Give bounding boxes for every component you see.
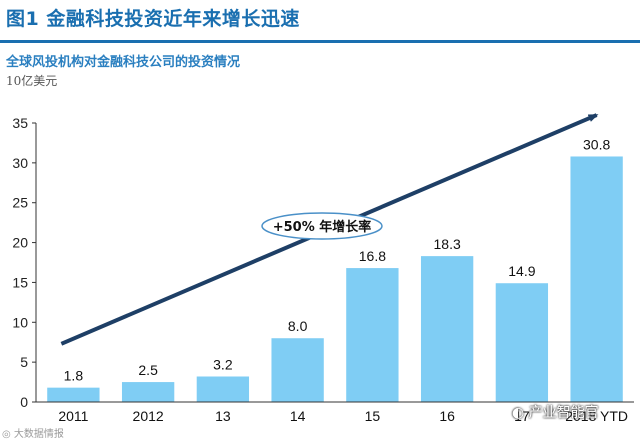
value-label: 30.8 <box>583 136 610 152</box>
bar <box>47 387 100 402</box>
value-label: 2.5 <box>138 362 158 378</box>
growth-rate-ellipse <box>261 212 383 240</box>
bar <box>121 382 175 402</box>
growth-rate-annotation: +50% 年增长率 <box>273 219 372 235</box>
eye-icon: ◎ <box>2 429 11 440</box>
x-tick-label: 14 <box>290 408 306 424</box>
bar <box>196 376 250 402</box>
title-divider <box>0 40 640 43</box>
value-label: 3.2 <box>213 356 233 372</box>
x-tick-label: 2018 YTD <box>565 408 628 424</box>
y-axis: 0 5 10 15 20 25 30 35 <box>12 115 37 410</box>
y-tick-label: 0 <box>20 394 28 410</box>
y-tick-label: 10 <box>12 314 28 330</box>
bar <box>495 283 549 402</box>
x-tick-label: 2012 <box>133 408 164 424</box>
trend-group: +50% 年增长率 <box>60 113 599 346</box>
x-tick-label: 15 <box>365 408 381 424</box>
figure-title: 图1 金融科技投资近年来增长迅速 <box>6 8 300 30</box>
x-tick-label: 13 <box>215 408 231 424</box>
y-tick-label: 25 <box>12 195 28 211</box>
bar <box>346 268 399 402</box>
bar <box>271 338 324 402</box>
value-label: 18.3 <box>434 236 461 252</box>
bar <box>420 256 474 402</box>
y-tick-label: 5 <box>20 354 28 370</box>
value-label: 8.0 <box>288 318 308 334</box>
value-labels-group: 1.8 2.5 3.2 8.0 16.8 18.3 14.9 30.8 <box>64 136 611 383</box>
x-tick-label: 2011 <box>58 408 88 424</box>
y-tick-label: 30 <box>12 155 28 171</box>
value-label: 14.9 <box>508 263 535 279</box>
x-tick-label: 17 <box>514 408 530 424</box>
y-tick-label: 20 <box>12 235 28 251</box>
watermark-left: ◎ 大数据情报 <box>2 425 64 440</box>
value-label: 16.8 <box>359 248 386 264</box>
watermark-right-text: 产业智能官 <box>528 405 599 421</box>
x-axis: 2011 2012 13 14 15 16 17 2018 YTD <box>36 401 634 424</box>
wechat-icon: ◐ <box>512 405 525 421</box>
value-label: 1.8 <box>64 368 84 384</box>
bars-group <box>47 156 623 402</box>
y-tick-label: 35 <box>12 115 28 131</box>
bar <box>570 156 623 402</box>
y-axis-unit: 10亿美元 <box>6 74 58 88</box>
x-tick-label: 16 <box>439 408 455 424</box>
watermark-left-text: 大数据情报 <box>13 429 64 440</box>
watermark-right: ◐ 产业智能官 <box>512 402 599 422</box>
chart-subtitle: 全球风投机构对金融科技公司的投资情况 <box>6 55 241 70</box>
y-tick-label: 15 <box>12 274 28 290</box>
